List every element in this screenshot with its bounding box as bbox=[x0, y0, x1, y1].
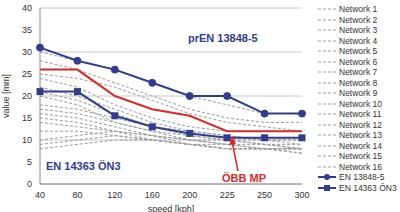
html-text:EN 14363 ÖN3: EN 14363 ÖN3 bbox=[46, 160, 121, 172]
svg-text:15: 15 bbox=[22, 113, 32, 123]
html-text:Network 11: Network 11 bbox=[339, 109, 382, 120]
html-text:Network 15: Network 15 bbox=[339, 151, 382, 162]
svg-text:80: 80 bbox=[72, 190, 82, 200]
html-text:ÖBB MP: ÖBB MP bbox=[222, 172, 266, 184]
svg-text:5: 5 bbox=[27, 157, 32, 167]
html-text:EN 14363 ÖN3: EN 14363 ÖN3 bbox=[339, 182, 397, 193]
svg-text:30: 30 bbox=[22, 47, 32, 57]
svg-text:200: 200 bbox=[182, 190, 197, 200]
html-text:Network 5: Network 5 bbox=[339, 46, 378, 57]
html-text:Network 1: Network 1 bbox=[339, 4, 378, 15]
svg-text:speed [kph]: speed [kph] bbox=[148, 204, 195, 212]
html-text:prEN 13848-5: prEN 13848-5 bbox=[188, 32, 258, 44]
svg-text:160: 160 bbox=[145, 190, 160, 200]
html-text:Network 4: Network 4 bbox=[339, 35, 378, 46]
svg-text:40: 40 bbox=[22, 3, 32, 13]
svg-text:250: 250 bbox=[257, 190, 272, 200]
svg-text:10: 10 bbox=[22, 135, 32, 145]
svg-text:35: 35 bbox=[22, 25, 32, 35]
svg-text:value [mm]: value [mm] bbox=[8, 74, 11, 118]
html-text:Network 12: Network 12 bbox=[339, 119, 382, 130]
html-text:Network 7: Network 7 bbox=[339, 67, 378, 78]
svg-text:300: 300 bbox=[294, 190, 309, 200]
html-text:Network 10: Network 10 bbox=[339, 98, 382, 109]
svg-text:40: 40 bbox=[35, 190, 45, 200]
html-text:Network 14: Network 14 bbox=[339, 140, 382, 151]
html-text:Network 16: Network 16 bbox=[339, 161, 382, 172]
svg-text:25: 25 bbox=[22, 69, 32, 79]
html-text:EN 13848-5: EN 13848-5 bbox=[339, 172, 385, 183]
html-text:Network 6: Network 6 bbox=[339, 56, 378, 67]
svg-text:120: 120 bbox=[107, 190, 122, 200]
html-text:Network 9: Network 9 bbox=[339, 88, 378, 99]
html-text:Network 2: Network 2 bbox=[339, 14, 378, 25]
svg-text:0: 0 bbox=[27, 179, 32, 189]
svg-text:20: 20 bbox=[22, 91, 32, 101]
svg-text:225: 225 bbox=[220, 190, 235, 200]
html-text:Network 13: Network 13 bbox=[339, 130, 382, 141]
html-text:Network 3: Network 3 bbox=[339, 25, 378, 36]
html-text:Network 8: Network 8 bbox=[339, 77, 378, 88]
